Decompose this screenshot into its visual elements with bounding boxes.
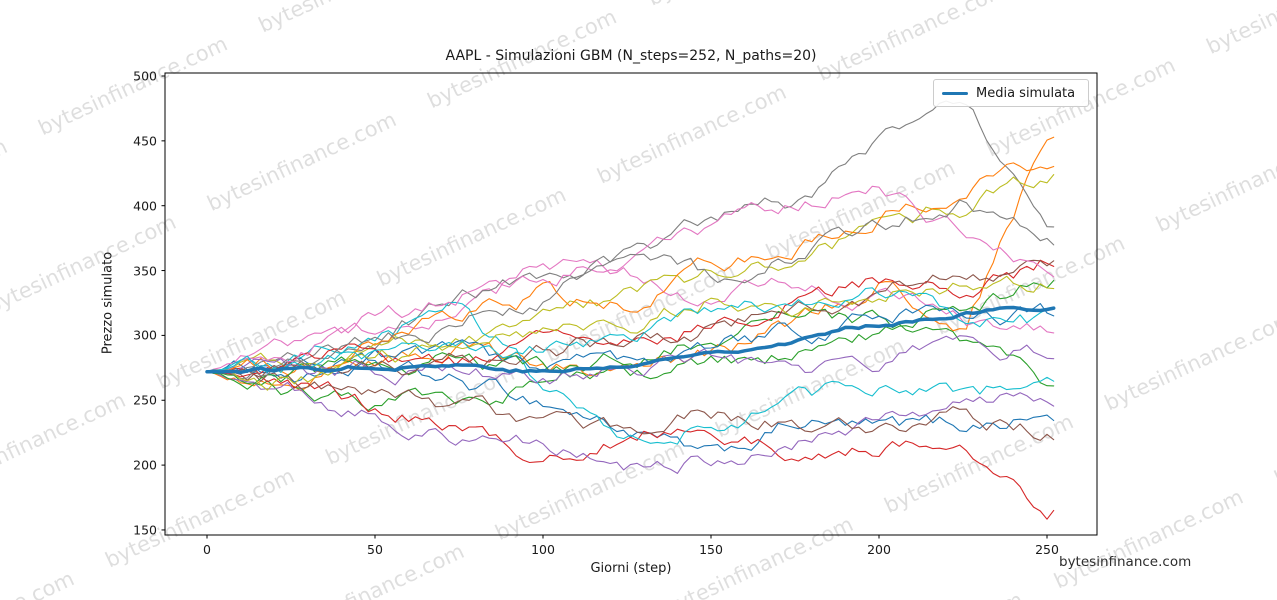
y-tick-label: 200 — [133, 457, 157, 473]
simulation-path — [206, 100, 1055, 373]
y-tick-label: 450 — [133, 133, 157, 149]
simulation-path — [206, 335, 1055, 386]
x-tick-label: 100 — [531, 542, 555, 557]
chart-title: AAPL - Simulazioni GBM (N_steps=252, N_p… — [445, 48, 817, 64]
simulation-path — [206, 303, 1055, 383]
y-tick-label: 250 — [133, 392, 157, 408]
simulation-paths-group — [205, 100, 1056, 520]
simulation-path — [206, 367, 1055, 520]
x-tick-label: 200 — [867, 542, 891, 557]
y-tick-label: 400 — [133, 198, 157, 214]
legend-label: Media simulata — [976, 85, 1076, 101]
legend: Media simulata — [933, 79, 1089, 107]
plot-border — [164, 72, 1098, 536]
axes-group — [161, 72, 1098, 539]
y-tick-label: 350 — [133, 263, 157, 279]
x-tick-label: 50 — [367, 542, 383, 557]
simulation-path — [206, 301, 1055, 445]
x-tick-label: 250 — [1035, 542, 1059, 557]
legend-line-sample — [942, 91, 968, 95]
simulation-path — [206, 287, 1055, 373]
x-axis-label: Giorni (step) — [590, 561, 672, 576]
x-tick-label: 0 — [203, 542, 211, 557]
simulation-path — [206, 162, 1055, 376]
y-tick-label: 150 — [133, 522, 157, 538]
footer-watermark-text: bytesinfinance.com — [1059, 554, 1192, 570]
simulation-path — [206, 199, 1055, 380]
mean-path — [205, 305, 1056, 375]
simulation-path — [206, 371, 1055, 474]
simulation-path — [206, 371, 1055, 441]
simulation-path — [206, 275, 1055, 391]
simulation-path — [206, 258, 1055, 373]
y-tick-label: 300 — [133, 327, 157, 343]
simulation-path — [206, 279, 1055, 390]
simulation-path — [206, 259, 1055, 378]
x-tick-label: 150 — [699, 542, 723, 557]
simulation-path — [206, 185, 1055, 373]
simulation-path — [206, 308, 1055, 412]
y-tick-label: 500 — [133, 68, 157, 84]
simulation-path — [206, 174, 1055, 373]
